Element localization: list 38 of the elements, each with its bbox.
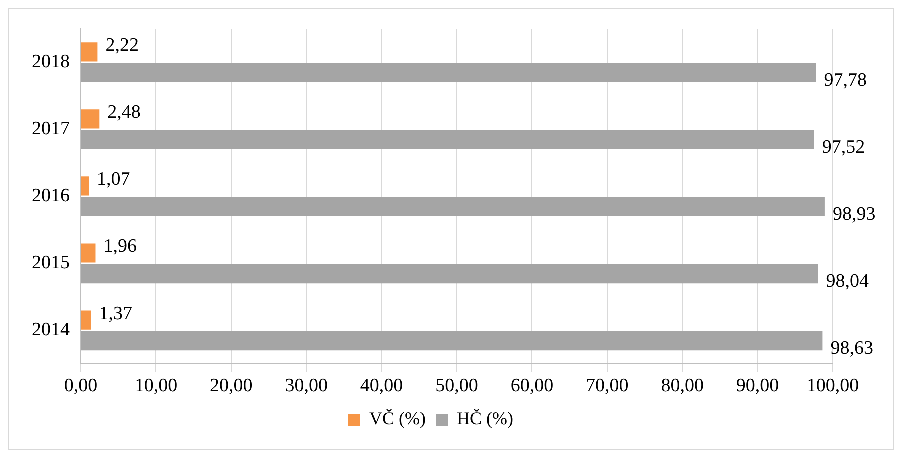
data-label: 1,07 (97, 169, 130, 190)
y-tick-label: 2015 (32, 252, 70, 274)
y-tick-label: 2017 (32, 118, 70, 140)
x-tick-label: 10,00 (134, 376, 178, 397)
x-tick-label: 0,00 (64, 376, 98, 397)
x-tick-label: 80,00 (661, 376, 704, 397)
x-tick-label: 60,00 (510, 376, 554, 397)
bar (82, 42, 98, 62)
data-label: 98,04 (826, 271, 870, 292)
bar (82, 310, 92, 330)
x-tick-label: 20,00 (210, 376, 253, 397)
data-label: 1,96 (104, 236, 137, 258)
x-tick-label: 40,00 (360, 376, 404, 397)
x-tick-label: 30,00 (285, 376, 328, 397)
bar (82, 264, 818, 284)
bar (82, 63, 816, 82)
data-label: 97,78 (824, 70, 868, 91)
data-label: 2,48 (108, 102, 141, 124)
y-tick-label: 2016 (32, 186, 70, 207)
y-tick-label: 2018 (32, 52, 70, 73)
bar (82, 197, 825, 217)
x-tick-label: 70,00 (586, 376, 629, 397)
x-tick-label: 50,00 (436, 376, 478, 397)
data-label: 98,93 (832, 204, 876, 225)
x-tick-label: 100,00 (806, 376, 860, 397)
legend-label: VČ (%) (370, 408, 426, 429)
data-label: 2,22 (106, 35, 139, 56)
bar (82, 244, 96, 263)
data-label: 98,63 (830, 338, 874, 360)
bar (82, 130, 814, 150)
y-tick-label: 2014 (32, 320, 70, 341)
bar (82, 332, 823, 351)
data-label: 97,52 (822, 136, 866, 158)
x-tick-label: 90,00 (736, 376, 780, 397)
bar (82, 176, 90, 196)
bar (82, 110, 100, 129)
legend-label: HČ (%) (457, 408, 514, 429)
data-label: 1,37 (99, 303, 133, 324)
